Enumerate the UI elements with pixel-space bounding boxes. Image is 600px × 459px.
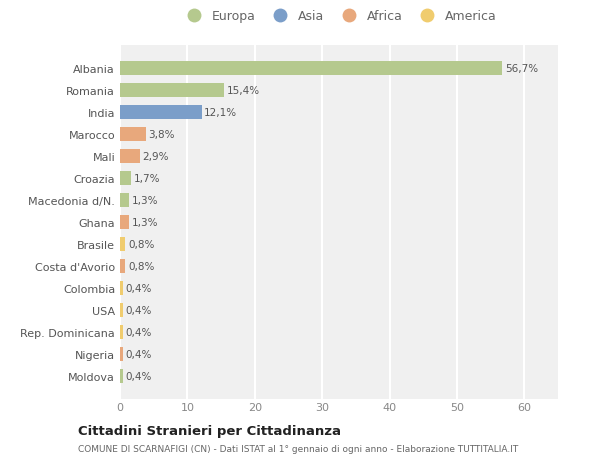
Text: 1,3%: 1,3% [131, 196, 158, 206]
Bar [120, 325, 122, 339]
Text: 0,8%: 0,8% [128, 240, 154, 250]
Bar [120, 194, 129, 208]
Bar [120, 62, 502, 76]
Text: 3,8%: 3,8% [148, 130, 175, 140]
Text: 0,4%: 0,4% [125, 305, 152, 315]
Legend: Europa, Asia, Africa, America: Europa, Asia, Africa, America [178, 6, 500, 27]
Text: 0,4%: 0,4% [125, 327, 152, 337]
Text: 0,4%: 0,4% [125, 349, 152, 359]
Text: 0,4%: 0,4% [125, 283, 152, 293]
Bar [120, 150, 140, 164]
Bar [120, 347, 122, 361]
Bar [120, 303, 122, 318]
Text: 1,7%: 1,7% [134, 174, 161, 184]
Bar [120, 281, 122, 296]
Text: 56,7%: 56,7% [505, 64, 538, 74]
Text: Cittadini Stranieri per Cittadinanza: Cittadini Stranieri per Cittadinanza [78, 424, 341, 437]
Bar [120, 237, 125, 252]
Bar [120, 369, 122, 383]
Bar [120, 172, 131, 186]
Bar [120, 259, 125, 274]
Text: 0,8%: 0,8% [128, 262, 154, 271]
Bar [120, 106, 202, 120]
Bar [120, 84, 224, 98]
Text: 15,4%: 15,4% [226, 86, 260, 96]
Text: 1,3%: 1,3% [131, 218, 158, 228]
Text: 0,4%: 0,4% [125, 371, 152, 381]
Bar [120, 215, 129, 230]
Bar [120, 128, 146, 142]
Text: 12,1%: 12,1% [204, 108, 238, 118]
Text: 2,9%: 2,9% [142, 152, 169, 162]
Text: COMUNE DI SCARNAFIGI (CN) - Dati ISTAT al 1° gennaio di ogni anno - Elaborazione: COMUNE DI SCARNAFIGI (CN) - Dati ISTAT a… [78, 444, 518, 453]
